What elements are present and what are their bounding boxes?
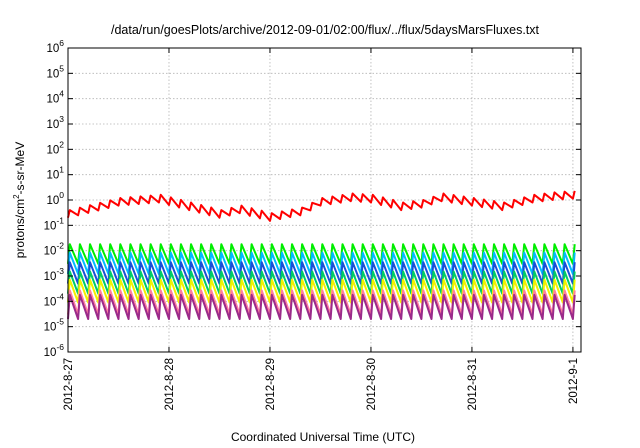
y-tick-exp: -5 xyxy=(56,317,64,327)
x-axis: 2012-8-27 2012-8-28 2012-8-29 2012-8-30 2012… xyxy=(63,48,580,410)
y-tick-base: 10 xyxy=(44,246,57,258)
y-tick-label: 100 xyxy=(46,190,64,207)
y-axis-label-base: protons/cm xyxy=(13,199,27,258)
y-tick-exp: 1 xyxy=(59,165,64,175)
y-tick-base: 10 xyxy=(46,170,59,182)
y-tick-base: 10 xyxy=(44,296,57,308)
series-line xyxy=(67,190,576,222)
y-tick-exp: 3 xyxy=(59,114,64,124)
y-tick-label: 10-1 xyxy=(44,215,65,232)
y-tick-exp: -2 xyxy=(56,241,64,251)
y-tick-exp: 0 xyxy=(59,190,64,200)
x-axis-label: Coordinated Universal Time (UTC) xyxy=(231,430,415,444)
x-tick-label: 2012-8-31 xyxy=(467,358,479,410)
y-axis-label-sup: 2 xyxy=(12,194,21,199)
y-tick-base: 10 xyxy=(46,144,59,156)
y-tick-base: 10 xyxy=(44,271,57,283)
y-tick-base: 10 xyxy=(44,347,57,359)
y-tick-exp: 6 xyxy=(59,38,64,48)
y-tick-exp: -3 xyxy=(56,266,64,276)
y-tick-label: 104 xyxy=(46,89,64,106)
plot-area xyxy=(67,190,576,320)
y-tick-label: 106 xyxy=(46,38,64,55)
chart-title: /data/run/goesPlots/archive/2012-09-01/0… xyxy=(111,23,540,37)
y-tick-label: 105 xyxy=(46,63,64,80)
x-tick-label: 2012-8-29 xyxy=(265,358,277,410)
y-tick-base: 10 xyxy=(46,94,59,106)
y-tick-base: 10 xyxy=(44,220,57,232)
x-tick-label: 2012-8-28 xyxy=(164,358,176,410)
y-axis: 10-610-510-410-310-210-11001011021031041… xyxy=(44,38,581,359)
y-tick-base: 10 xyxy=(46,43,59,55)
y-tick-exp: 4 xyxy=(59,89,64,99)
x-tick-label: 2012-9-1 xyxy=(568,358,580,404)
y-tick-label: 10-6 xyxy=(44,342,65,359)
y-tick-label: 102 xyxy=(46,139,64,156)
y-tick-base: 10 xyxy=(46,119,59,131)
x-tick-label: 2012-8-30 xyxy=(366,358,378,410)
y-tick-label: 10-4 xyxy=(44,291,65,308)
y-tick-label: 101 xyxy=(46,165,64,182)
y-tick-label: 103 xyxy=(46,114,64,131)
y-tick-base: 10 xyxy=(46,195,59,207)
y-tick-label: 10-3 xyxy=(44,266,65,283)
y-tick-base: 10 xyxy=(46,68,59,80)
y-tick-exp: -4 xyxy=(56,291,64,301)
y-tick-exp: 2 xyxy=(59,139,64,149)
y-tick-base: 10 xyxy=(44,322,57,334)
y-tick-exp: -6 xyxy=(56,342,64,352)
y-tick-exp: -1 xyxy=(56,215,64,225)
y-axis-label-rest: -s-sr-MeV xyxy=(13,142,27,195)
x-tick-label: 2012-8-27 xyxy=(63,358,75,410)
y-tick-exp: 5 xyxy=(59,63,64,73)
y-tick-label: 10-5 xyxy=(44,317,65,334)
series-line xyxy=(67,293,576,320)
y-tick-label: 10-2 xyxy=(44,241,65,258)
y-axis-label: protons/cm2-s-sr-MeV xyxy=(12,142,27,258)
